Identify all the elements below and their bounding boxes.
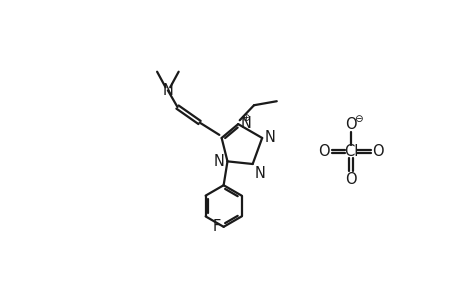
Text: O: O (345, 117, 356, 132)
Text: ⊖: ⊖ (353, 114, 362, 124)
Text: O: O (318, 144, 330, 159)
Text: N: N (264, 130, 275, 145)
Text: N: N (240, 116, 251, 131)
Text: N: N (162, 83, 173, 98)
Text: N: N (254, 166, 264, 181)
Text: F: F (212, 219, 220, 234)
Text: ⊕: ⊕ (241, 113, 250, 123)
Text: Cl: Cl (343, 144, 358, 159)
Text: O: O (345, 172, 356, 187)
Text: N: N (213, 154, 224, 169)
Text: O: O (372, 144, 383, 159)
